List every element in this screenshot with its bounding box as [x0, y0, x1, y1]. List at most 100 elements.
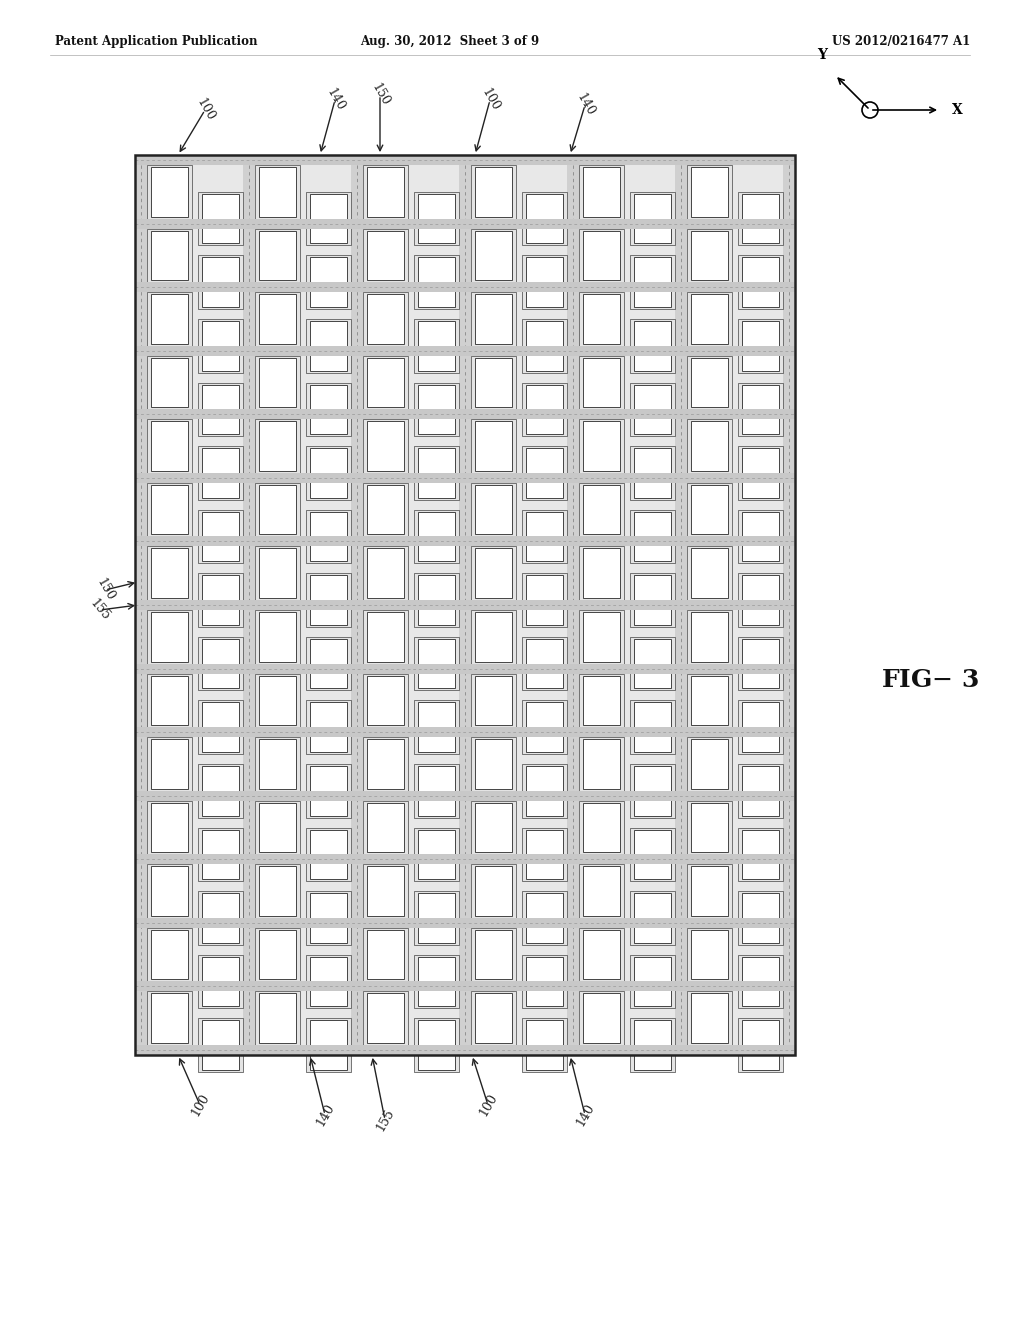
- Bar: [418, 512, 455, 561]
- Bar: [306, 573, 351, 627]
- Text: X: X: [952, 103, 963, 117]
- Bar: [135, 154, 147, 1055]
- Bar: [522, 191, 567, 246]
- Bar: [583, 612, 620, 661]
- Bar: [135, 473, 795, 483]
- Bar: [471, 420, 516, 473]
- Bar: [151, 168, 188, 216]
- Bar: [202, 447, 239, 498]
- Bar: [579, 737, 624, 791]
- Bar: [198, 1018, 243, 1072]
- Bar: [306, 191, 351, 246]
- Bar: [198, 828, 243, 880]
- Bar: [135, 982, 795, 991]
- Bar: [742, 257, 779, 308]
- Bar: [362, 355, 408, 409]
- Bar: [634, 894, 671, 942]
- Bar: [742, 702, 779, 752]
- Bar: [579, 928, 624, 982]
- Bar: [414, 954, 459, 1008]
- Bar: [151, 231, 188, 280]
- Bar: [687, 737, 732, 791]
- Bar: [634, 829, 671, 879]
- Bar: [259, 168, 296, 216]
- Bar: [475, 612, 512, 661]
- Bar: [259, 231, 296, 280]
- Bar: [310, 702, 347, 752]
- Bar: [583, 994, 620, 1043]
- Bar: [475, 421, 512, 471]
- Bar: [255, 737, 300, 791]
- Bar: [255, 292, 300, 346]
- Bar: [526, 384, 563, 434]
- Bar: [198, 701, 243, 754]
- Bar: [579, 483, 624, 536]
- Bar: [475, 358, 512, 408]
- Bar: [526, 576, 563, 624]
- Bar: [147, 673, 193, 727]
- Bar: [259, 484, 296, 535]
- Bar: [310, 576, 347, 624]
- Bar: [151, 929, 188, 979]
- Bar: [414, 573, 459, 627]
- Bar: [310, 257, 347, 308]
- Bar: [310, 512, 347, 561]
- Bar: [522, 510, 567, 564]
- Bar: [522, 891, 567, 945]
- Bar: [255, 991, 300, 1045]
- Bar: [567, 154, 579, 1055]
- Bar: [135, 536, 795, 546]
- Bar: [583, 484, 620, 535]
- Bar: [259, 294, 296, 343]
- Bar: [742, 639, 779, 688]
- Bar: [414, 828, 459, 880]
- Text: 140: 140: [313, 1101, 337, 1129]
- Bar: [151, 866, 188, 916]
- Bar: [147, 801, 193, 854]
- Bar: [414, 636, 459, 690]
- Bar: [475, 739, 512, 789]
- Bar: [255, 483, 300, 536]
- Text: Patent Application Publication: Patent Application Publication: [55, 36, 257, 49]
- Bar: [418, 894, 455, 942]
- Bar: [583, 421, 620, 471]
- Bar: [742, 894, 779, 942]
- Bar: [259, 421, 296, 471]
- Bar: [471, 546, 516, 601]
- Bar: [255, 165, 300, 219]
- Bar: [414, 319, 459, 372]
- Bar: [202, 194, 239, 243]
- Bar: [198, 764, 243, 817]
- Bar: [202, 512, 239, 561]
- Bar: [418, 447, 455, 498]
- Bar: [630, 1018, 675, 1072]
- Bar: [414, 1018, 459, 1072]
- Bar: [418, 257, 455, 308]
- Bar: [367, 676, 404, 725]
- Bar: [259, 929, 296, 979]
- Bar: [583, 929, 620, 979]
- Bar: [259, 739, 296, 789]
- Bar: [583, 739, 620, 789]
- Bar: [151, 803, 188, 853]
- Bar: [691, 994, 728, 1043]
- Bar: [630, 191, 675, 246]
- Bar: [675, 154, 687, 1055]
- Bar: [687, 420, 732, 473]
- Bar: [475, 929, 512, 979]
- Bar: [367, 548, 404, 598]
- Bar: [135, 346, 795, 355]
- Bar: [738, 701, 783, 754]
- Bar: [583, 803, 620, 853]
- Bar: [414, 510, 459, 564]
- Bar: [475, 803, 512, 853]
- Bar: [579, 228, 624, 282]
- Bar: [135, 601, 795, 610]
- Bar: [306, 954, 351, 1008]
- Bar: [151, 612, 188, 661]
- Bar: [306, 701, 351, 754]
- Text: 155: 155: [374, 1106, 396, 1134]
- Bar: [691, 866, 728, 916]
- Bar: [259, 866, 296, 916]
- Bar: [579, 292, 624, 346]
